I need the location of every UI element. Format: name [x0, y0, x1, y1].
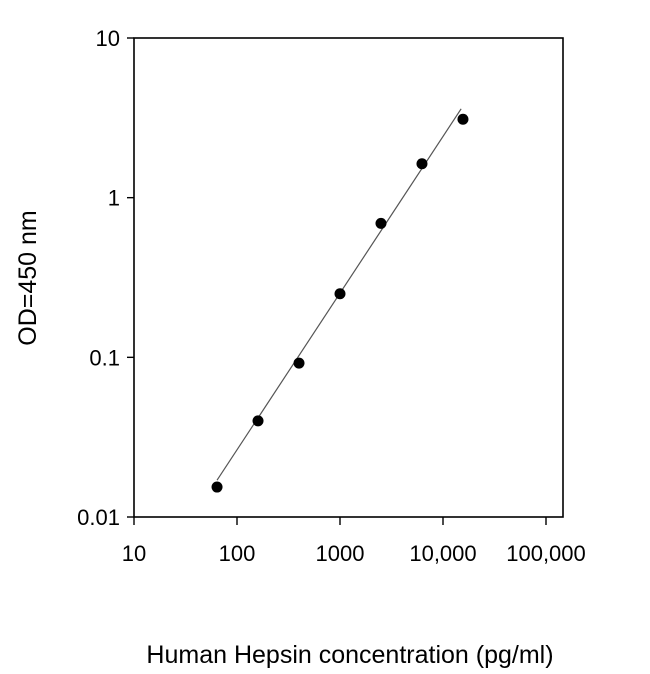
x-tick-label: 10: [122, 541, 146, 566]
data-point: [457, 113, 469, 125]
y-axis-title: OD=450 nm: [14, 210, 42, 346]
x-tick-label: 10,000: [409, 541, 476, 566]
x-tick-label: 100: [219, 541, 256, 566]
y-tick-label: 1: [108, 186, 120, 211]
x-axis-tick-labels: 10 100 1000 10,000 100,000: [122, 541, 586, 566]
x-tick-label: 100,000: [506, 541, 586, 566]
x-tick-label: 1000: [316, 541, 365, 566]
x-axis-title: Human Hepsin concentration (pg/ml): [146, 641, 553, 669]
x-axis-ticks: [133, 517, 547, 525]
y-axis-ticks: [127, 37, 134, 518]
data-point: [293, 357, 305, 369]
y-tick-label: 0.01: [77, 505, 120, 530]
data-point: [211, 481, 223, 493]
y-tick-label: 10: [96, 26, 120, 51]
data-point: [252, 415, 264, 427]
data-point: [416, 158, 428, 170]
y-axis-tick-labels: 0.01 0.1 1 10: [77, 26, 120, 530]
plot-frame: [133, 37, 564, 518]
y-tick-label: 0.1: [89, 345, 120, 370]
data-points: [211, 113, 469, 493]
data-point: [334, 288, 346, 300]
data-point: [375, 217, 387, 229]
